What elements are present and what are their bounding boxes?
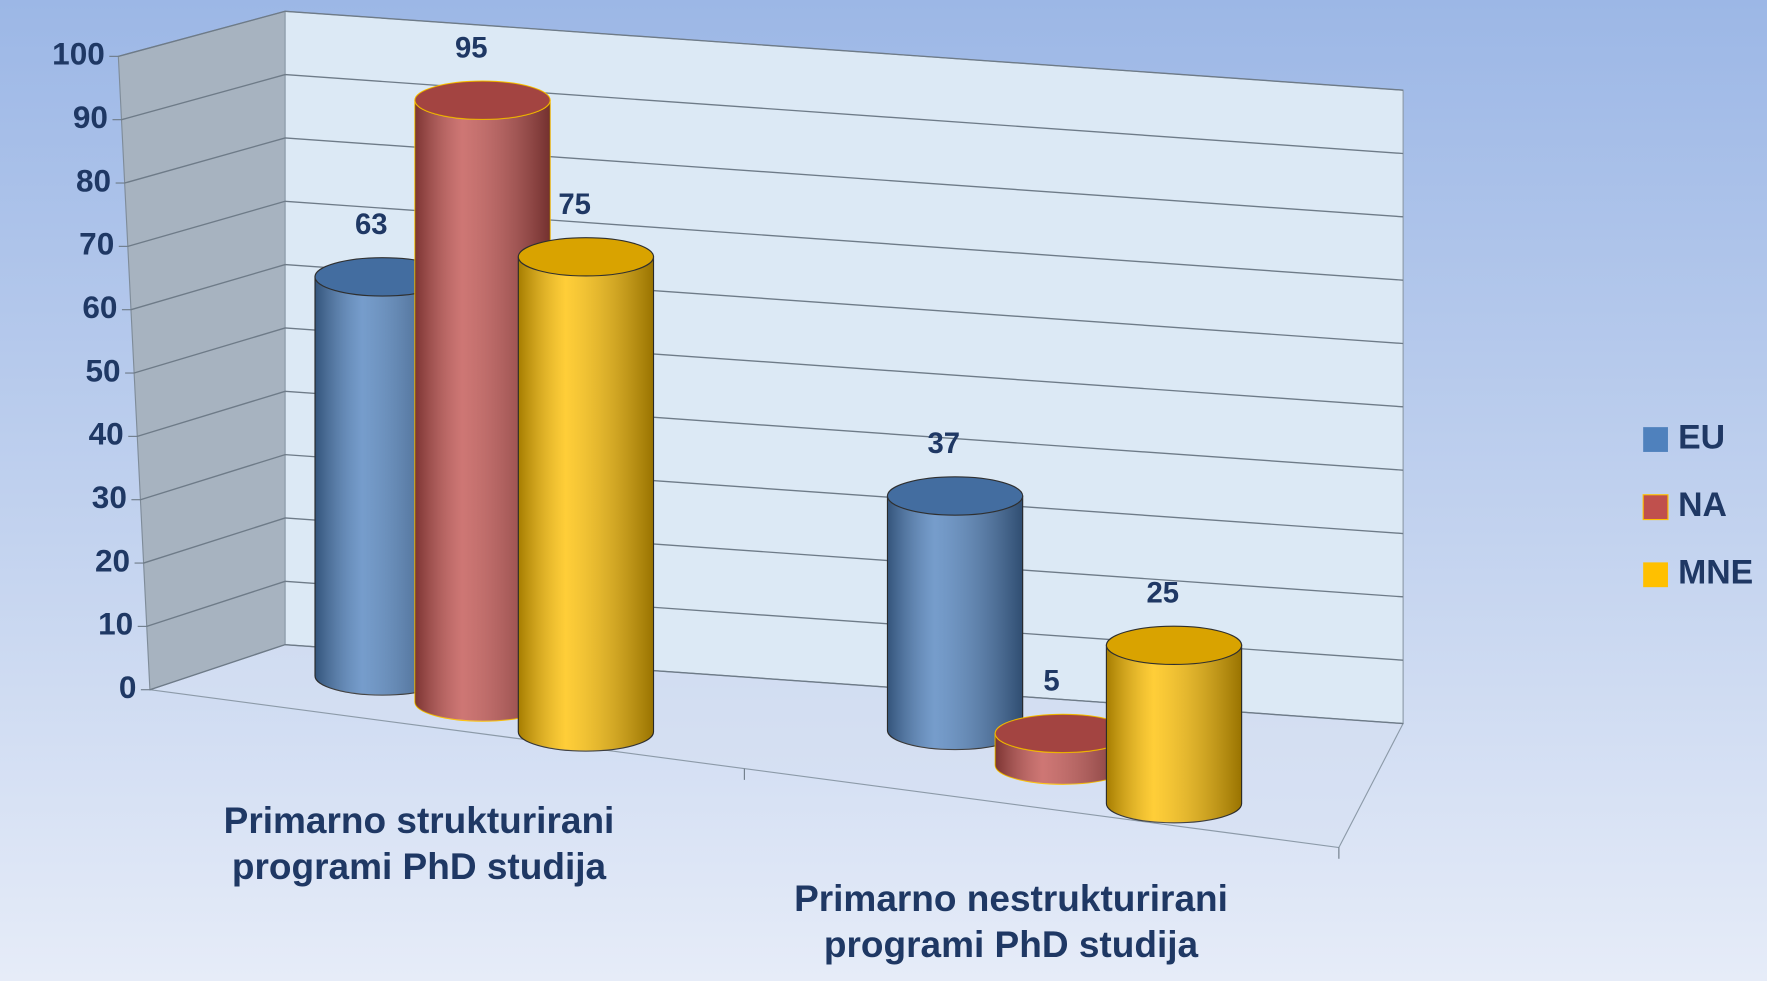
- cylinder-top-shade: [995, 714, 1131, 753]
- grid-line: [149, 643, 1404, 725]
- grid-line: [121, 73, 1404, 155]
- cylinder-top: [517, 237, 655, 277]
- legend-swatch: [1642, 494, 1669, 521]
- y-tick-label: 100: [52, 36, 105, 72]
- value-label: 37: [928, 427, 961, 460]
- grid-line: [127, 200, 1404, 281]
- cylinder-shade: [1106, 645, 1242, 823]
- cylinder-top-shade: [518, 237, 654, 276]
- cylinder-top-shade: [1106, 626, 1242, 665]
- value-label: 75: [558, 188, 591, 221]
- grid-line: [140, 453, 1404, 535]
- y-tick-label: 10: [98, 606, 133, 642]
- y-tick-label: 60: [82, 289, 117, 325]
- cylinder-top: [1105, 625, 1243, 666]
- value-label: 5: [1043, 664, 1059, 697]
- y-tick-label: 20: [95, 542, 130, 578]
- cylinder-shade: [887, 496, 1023, 750]
- grid-line: [133, 327, 1404, 408]
- grid-line: [146, 580, 1404, 661]
- y-tick-label: 40: [89, 416, 124, 452]
- grid-line: [124, 137, 1404, 218]
- legend-label: EU: [1678, 418, 1725, 456]
- y-tick-label: 90: [73, 99, 108, 135]
- value-label: 95: [455, 31, 488, 64]
- grid-line: [143, 517, 1404, 598]
- y-tick-label: 80: [76, 162, 111, 198]
- cylinder-shade: [414, 100, 551, 722]
- y-tick-label: 50: [85, 352, 120, 388]
- grid-line: [118, 10, 1404, 91]
- y-tick-label: 0: [119, 669, 137, 705]
- category-label: Primarno strukturirani programi PhD stud…: [223, 800, 615, 888]
- y-tick-label: 70: [79, 226, 114, 262]
- grid-line: [130, 263, 1404, 345]
- grid-line: [137, 390, 1404, 471]
- cylinder-top-shade: [887, 476, 1023, 516]
- cylinder-shade: [518, 256, 654, 752]
- legend-label: MNE: [1678, 554, 1753, 592]
- value-label: 25: [1146, 576, 1179, 609]
- category-label: Primarno nestrukturirani programi PhD st…: [794, 878, 1228, 966]
- cylinder-top-shade: [414, 81, 551, 120]
- cylinder-top: [414, 80, 551, 121]
- cylinder-top: [886, 476, 1024, 516]
- value-label: 63: [355, 208, 388, 241]
- plot-area: 0 10 20 30 40 50 60 70 80 90 100 63 95 75 37 5 25 EU NA MNE: [52, 10, 1753, 859]
- legend-swatch: [1643, 562, 1668, 588]
- legend-label: NA: [1678, 486, 1727, 524]
- legend-swatch: [1643, 427, 1668, 452]
- y-tick-label: 30: [92, 479, 127, 515]
